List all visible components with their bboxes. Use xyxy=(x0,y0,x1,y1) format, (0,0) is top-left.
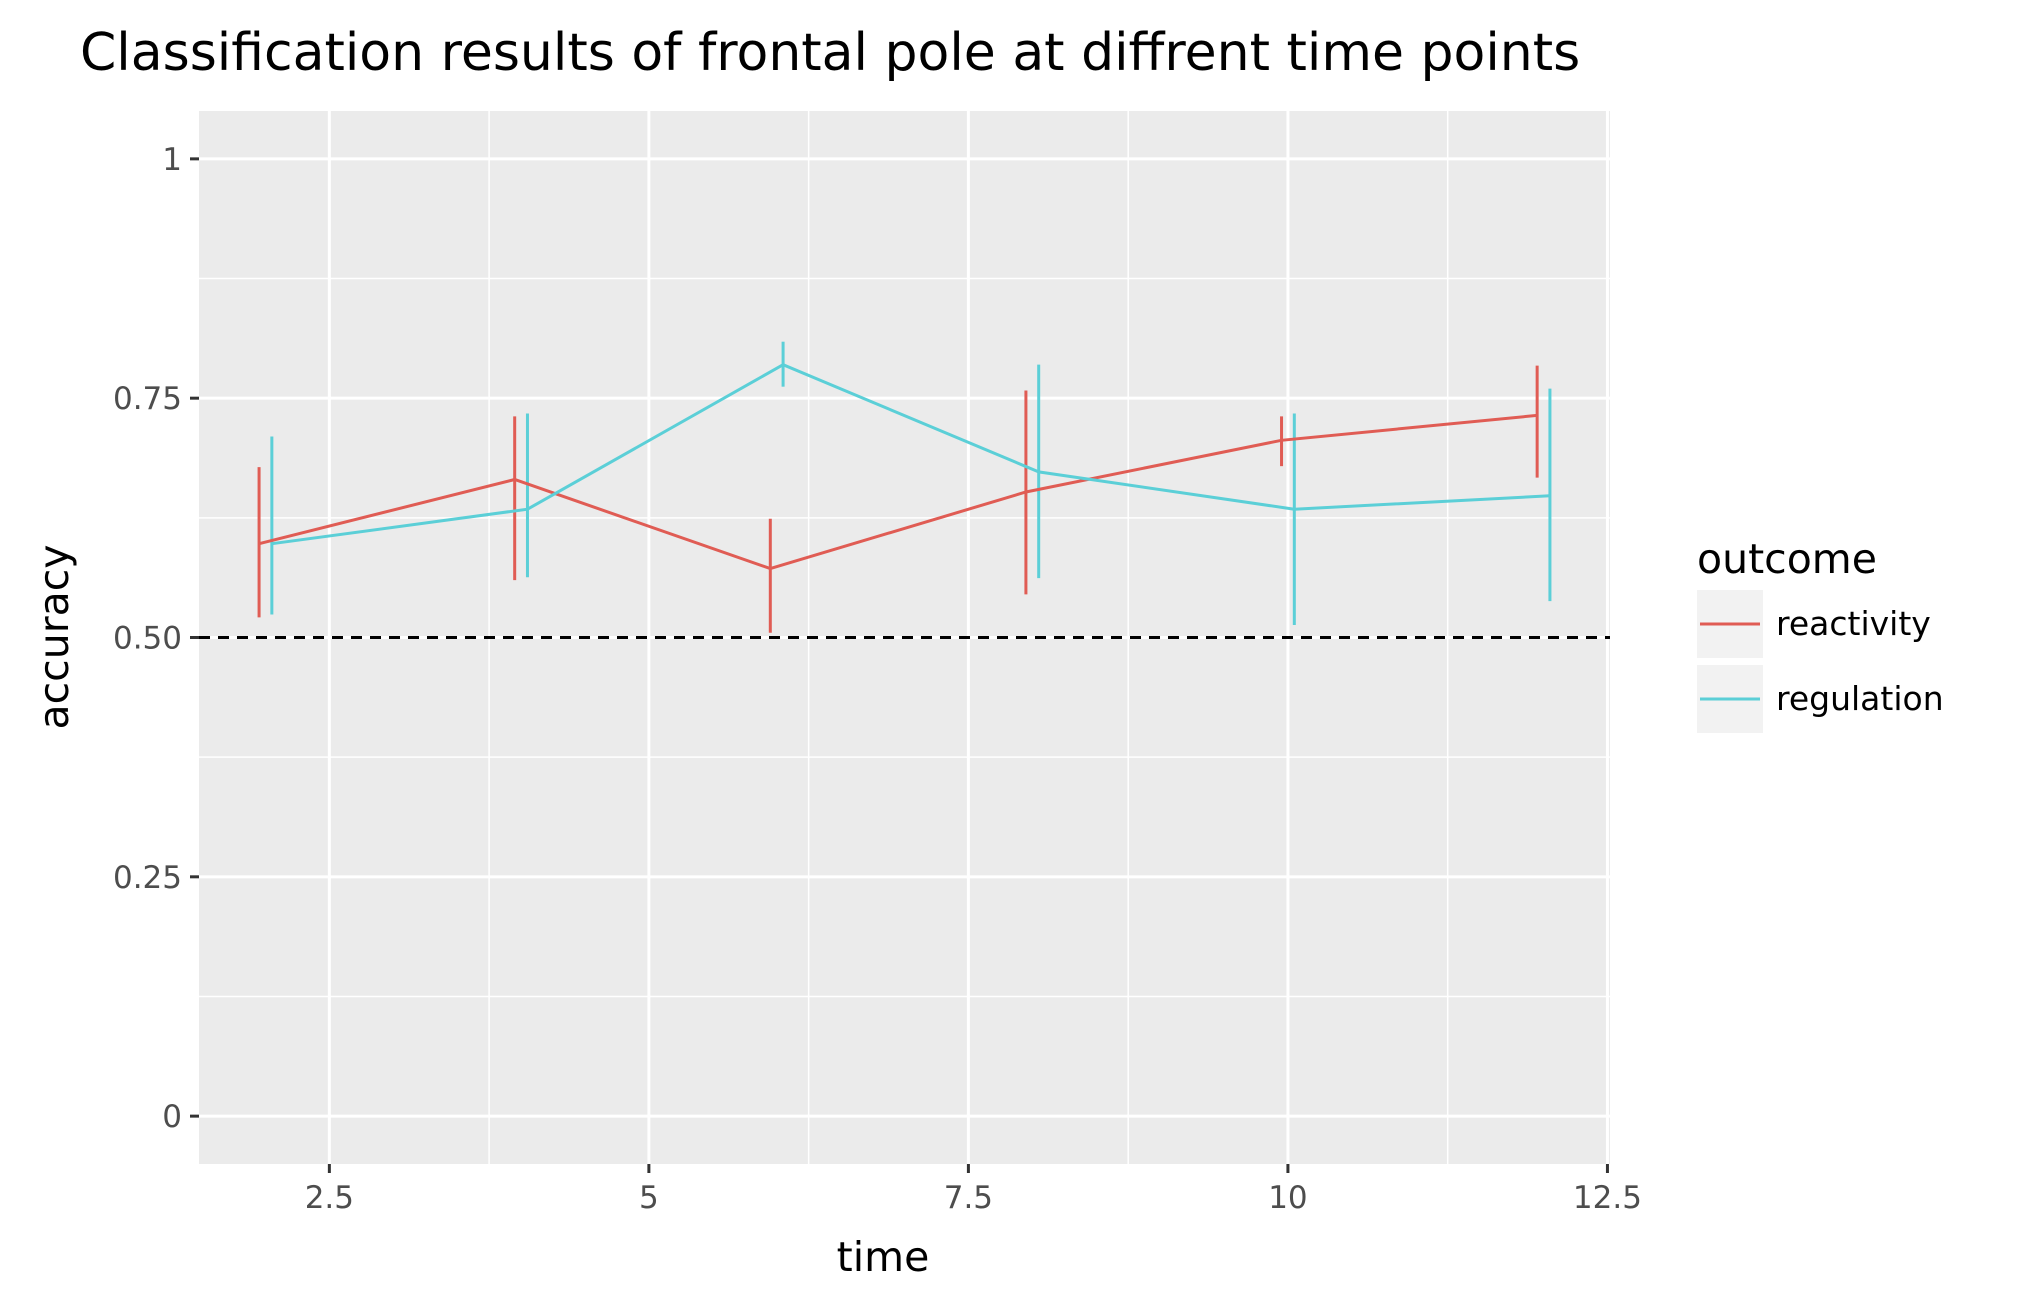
x-tick-label: 5 xyxy=(639,1180,659,1216)
series-line-regulation xyxy=(271,363,1550,546)
legend: outcome reactivity regulation xyxy=(1697,535,1944,733)
x-axis: 2.5 5 7.5 10 12.5 xyxy=(305,1164,1642,1216)
error-bars xyxy=(257,341,1552,633)
y-tick-label: 1 xyxy=(162,142,182,178)
x-tick-label: 7.5 xyxy=(944,1180,993,1216)
y-axis: 0 0.25 0.50 0.75 1 xyxy=(113,142,199,1135)
y-tick-label: 0 xyxy=(162,1099,182,1135)
x-tick-label: 12.5 xyxy=(1573,1180,1642,1216)
series-lines xyxy=(258,363,1550,571)
y-axis-title: accuracy xyxy=(30,545,78,730)
y-tick-label: 0.50 xyxy=(113,621,182,657)
x-tick-label: 10 xyxy=(1268,1180,1307,1216)
y-tick-label: 0.75 xyxy=(113,381,182,417)
legend-title: outcome xyxy=(1697,535,1877,583)
series-line-reactivity xyxy=(258,413,1538,571)
legend-label-reactivity: reactivity xyxy=(1776,604,1931,643)
x-tick-label: 2.5 xyxy=(305,1180,354,1216)
chart-title: Classification results of frontal pole a… xyxy=(80,23,1580,83)
legend-label-regulation: regulation xyxy=(1776,679,1944,718)
x-axis-title: time xyxy=(837,1233,930,1281)
y-tick-label: 0.25 xyxy=(113,860,182,896)
